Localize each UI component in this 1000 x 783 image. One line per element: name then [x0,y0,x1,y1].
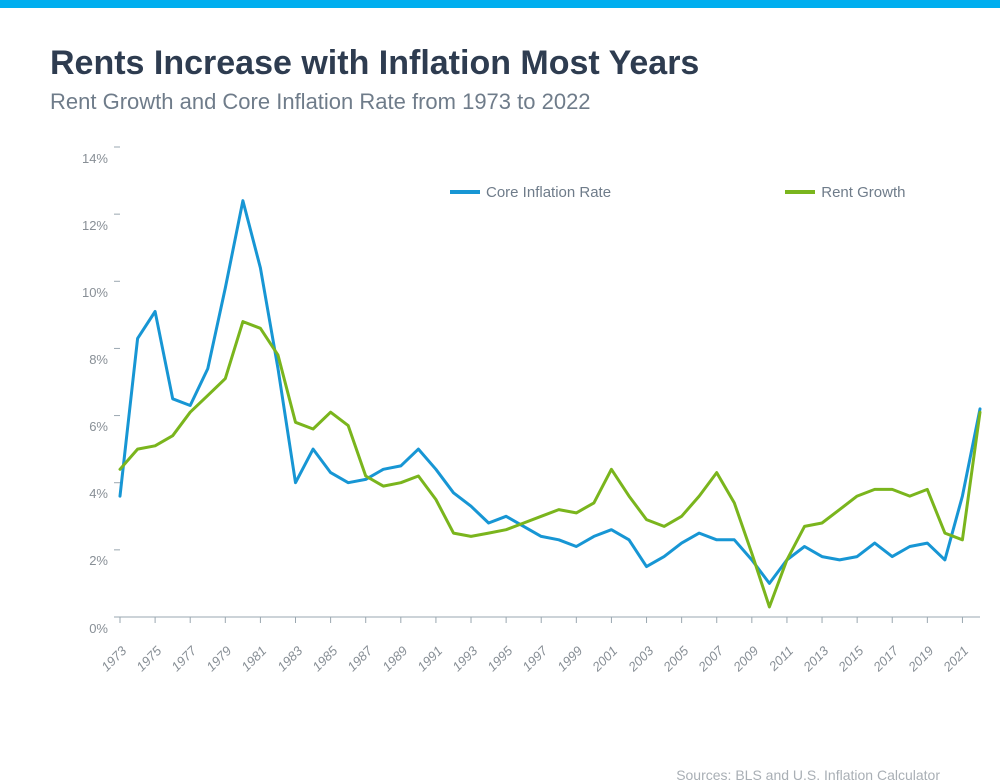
chart-legend: Core Inflation Rate Rent Growth [450,181,905,201]
x-tick-label: 1983 [266,643,305,682]
x-tick-label: 2021 [933,643,972,682]
x-tick-label: 1979 [196,643,235,682]
legend-swatch-rent [785,190,815,194]
y-tick-label: 10% [50,285,108,300]
x-tick-label: 2013 [792,643,831,682]
y-tick-label: 2% [50,553,108,568]
x-tick-label: 1993 [441,643,480,682]
x-tick-label: 2001 [582,643,621,682]
x-tick-label: 2011 [757,643,796,682]
y-tick-label: 4% [50,486,108,501]
y-tick-label: 0% [50,621,108,636]
source-note: Sources: BLS and U.S. Inflation Calculat… [676,767,940,783]
top-accent-bar [0,0,1000,8]
legend-item-core-inflation: Core Inflation Rate [450,184,611,201]
x-tick-label: 2003 [617,643,656,682]
x-tick-label: 1981 [231,643,270,682]
chart-subtitle: Rent Growth and Core Inflation Rate from… [50,89,950,115]
x-tick-label: 1989 [371,643,410,682]
x-tick-label: 2007 [687,643,726,682]
x-tick-label: 1975 [126,643,165,682]
x-tick-label: 1997 [512,643,551,682]
chart-area: Core Inflation Rate Rent Growth 0% 2% 4% 6%… [50,145,950,705]
line-chart-svg [50,145,990,627]
legend-item-rent-growth: Rent Growth [785,184,905,201]
x-tick-label: 1977 [161,643,200,682]
y-tick-label: 6% [50,419,108,434]
legend-label-rent: Rent Growth [821,184,905,201]
x-tick-label: 2017 [863,643,902,682]
chart-title: Rents Increase with Inflation Most Years [50,44,950,83]
x-tick-label: 2019 [898,643,937,682]
x-tick-label: 1987 [336,643,375,682]
y-tick-label: 8% [50,352,108,367]
x-tick-label: 2005 [652,643,691,682]
x-tick-label: 1991 [406,643,445,682]
x-tick-label: 1985 [301,643,340,682]
x-tick-label: 2015 [828,643,867,682]
x-tick-label: 2009 [722,643,761,682]
y-tick-label: 12% [50,218,108,233]
legend-swatch-core [450,190,480,194]
legend-label-core: Core Inflation Rate [486,184,611,201]
content-wrap: Rents Increase with Inflation Most Years… [0,8,1000,715]
y-tick-label: 14% [50,151,108,166]
x-tick-label: 1973 [90,643,129,682]
x-tick-label: 1995 [477,643,516,682]
x-tick-label: 1999 [547,643,586,682]
